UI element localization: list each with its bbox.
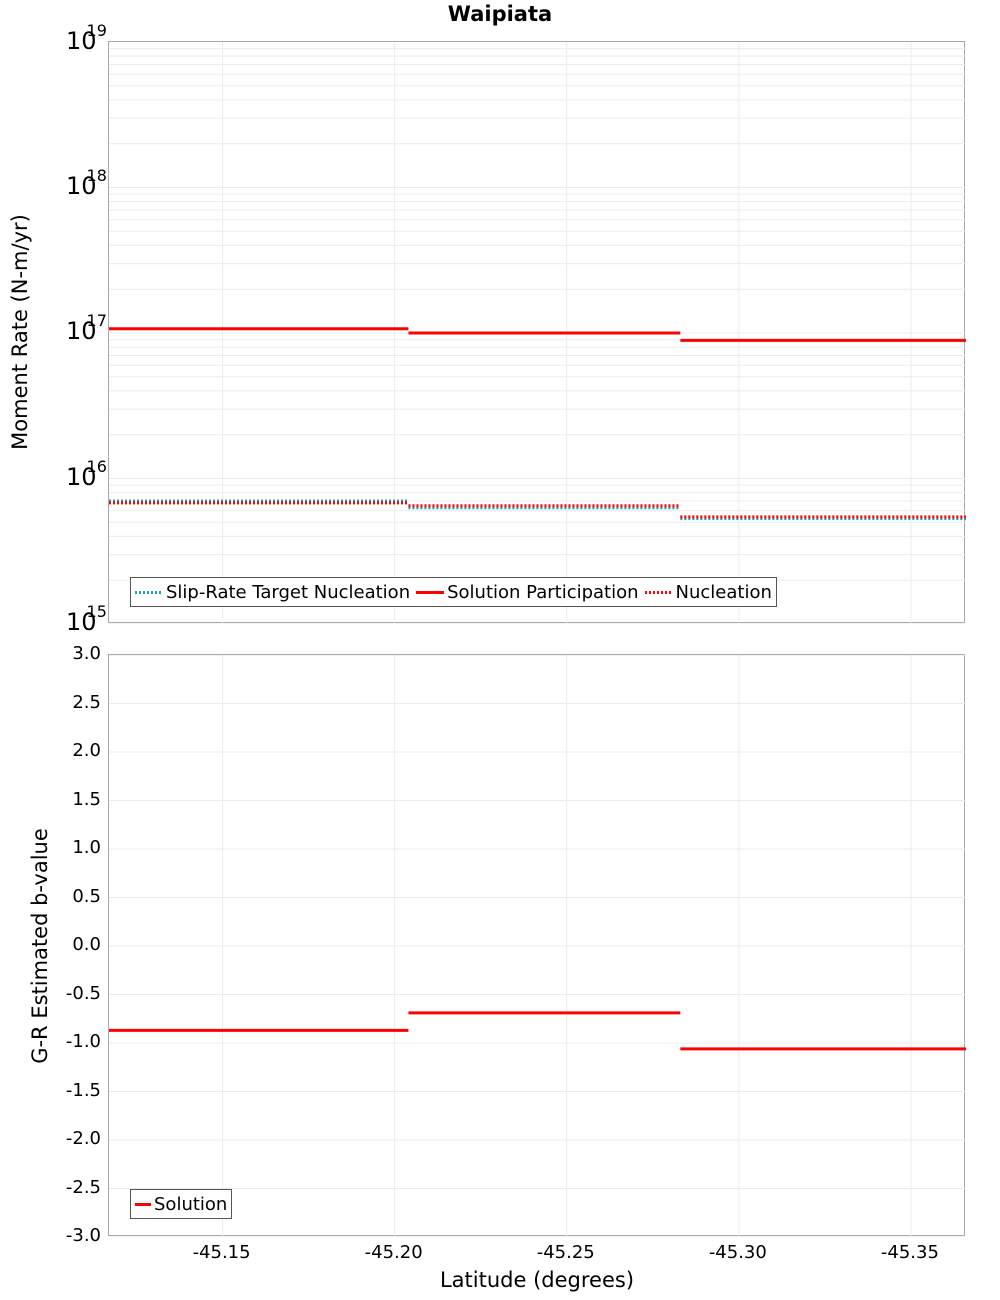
y-tick-label: 1018 [66,166,107,200]
bottom-y-axis-label: G-R Estimated b-value [28,828,52,1064]
b-value-plot-area [109,655,966,1237]
y-tick-label: -1.0 [65,1031,101,1052]
top-y-axis-label: Moment Rate (N-m/yr) [8,214,32,450]
bottom-legend: Solution [130,1189,233,1219]
x-tick-label: -45.35 [880,1242,939,1263]
y-tick-label: -1.5 [65,1079,101,1101]
x-tick-label: -45.15 [192,1242,251,1263]
x-tick-label: -45.30 [708,1242,767,1263]
y-tick-label: 0.5 [72,885,101,907]
y-tick-label: 1019 [66,21,107,55]
b-value-plot: Solution [108,654,966,1237]
x-axis-label: Latitude (degrees) [439,1268,635,1292]
y-tick-label: 1016 [66,457,107,491]
legend-item-solution-participation: Solution Participation [416,582,639,603]
legend-item-slip-rate-target: Slip-Rate Target Nucleation [135,582,410,603]
y-tick-label: 3.0 [72,643,101,664]
y-tick-label: 2.5 [72,691,101,713]
legend-item-solution: Solution [135,1194,227,1215]
y-tick-label: 1015 [66,602,107,636]
solid-line-swatch-icon [416,590,445,594]
moment-rate-plot: Slip-Rate Target Nucleation Solution Par… [108,41,966,624]
y-tick-label: -2.5 [65,1176,101,1198]
y-tick-label: 1.0 [72,837,101,858]
y-tick-label: 0.0 [72,934,101,955]
x-tick-label: -45.20 [364,1242,423,1263]
y-tick-label: 2.0 [72,740,101,761]
y-tick-label: -0.5 [65,982,101,1004]
y-tick-label: -3.0 [65,1225,101,1246]
x-tick-label: -45.25 [536,1242,595,1263]
chart-title: Waipiata [447,2,553,26]
y-tick-label: -2.0 [65,1128,101,1149]
top-legend: Slip-Rate Target Nucleation Solution Par… [130,577,777,607]
solid-line-swatch-icon [135,1202,151,1206]
dotted-line-swatch-icon [135,590,163,594]
moment-rate-plot-area [109,42,966,624]
y-tick-label: 1017 [66,311,107,345]
legend-item-nucleation: Nucleation [644,582,772,603]
y-tick-label: 1.5 [72,788,101,810]
dotted-line-swatch-icon [644,590,673,594]
